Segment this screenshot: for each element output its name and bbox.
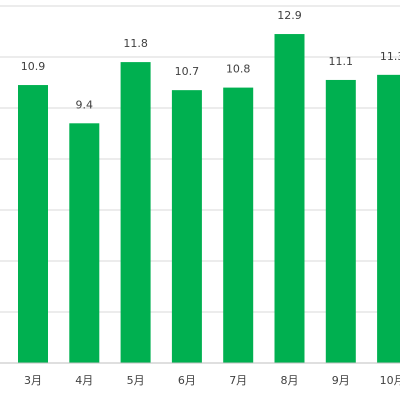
bar-4 xyxy=(171,90,202,364)
x-tick-label-1: 3月 xyxy=(24,374,42,387)
x-tick-label-3: 5月 xyxy=(127,374,145,387)
value-label-6: 12.9 xyxy=(277,9,302,22)
value-label-7: 11.1 xyxy=(329,55,354,68)
x-tick-label-4: 6月 xyxy=(178,374,196,387)
bar-2 xyxy=(69,123,100,363)
bar-3 xyxy=(120,62,151,363)
value-label-8: 11.3 xyxy=(380,50,400,63)
x-tick-label-2: 4月 xyxy=(75,374,93,387)
value-labels: 10.9 9.4 11.8 10.7 10.8 12.9 11.1 11.3 xyxy=(21,9,400,111)
bars xyxy=(18,34,400,364)
bar-6 xyxy=(274,34,305,364)
value-label-1: 10.9 xyxy=(21,60,46,73)
bar-8 xyxy=(377,74,400,363)
value-label-3: 11.8 xyxy=(123,37,148,50)
x-tick-label-6: 8月 xyxy=(281,374,299,387)
x-tick-labels: 3月 4月 5月 6月 7月 8月 9月 10月 xyxy=(24,374,400,387)
bar-5 xyxy=(223,87,254,363)
value-label-5: 10.8 xyxy=(226,63,251,76)
x-tick-label-7: 9月 xyxy=(332,374,350,387)
x-tick-label-8: 10月 xyxy=(380,374,400,387)
value-label-4: 10.7 xyxy=(175,65,200,78)
value-label-2: 9.4 xyxy=(76,98,94,111)
bar-7 xyxy=(325,79,356,363)
x-tick-label-5: 7月 xyxy=(229,374,247,387)
bar-1 xyxy=(18,85,48,364)
